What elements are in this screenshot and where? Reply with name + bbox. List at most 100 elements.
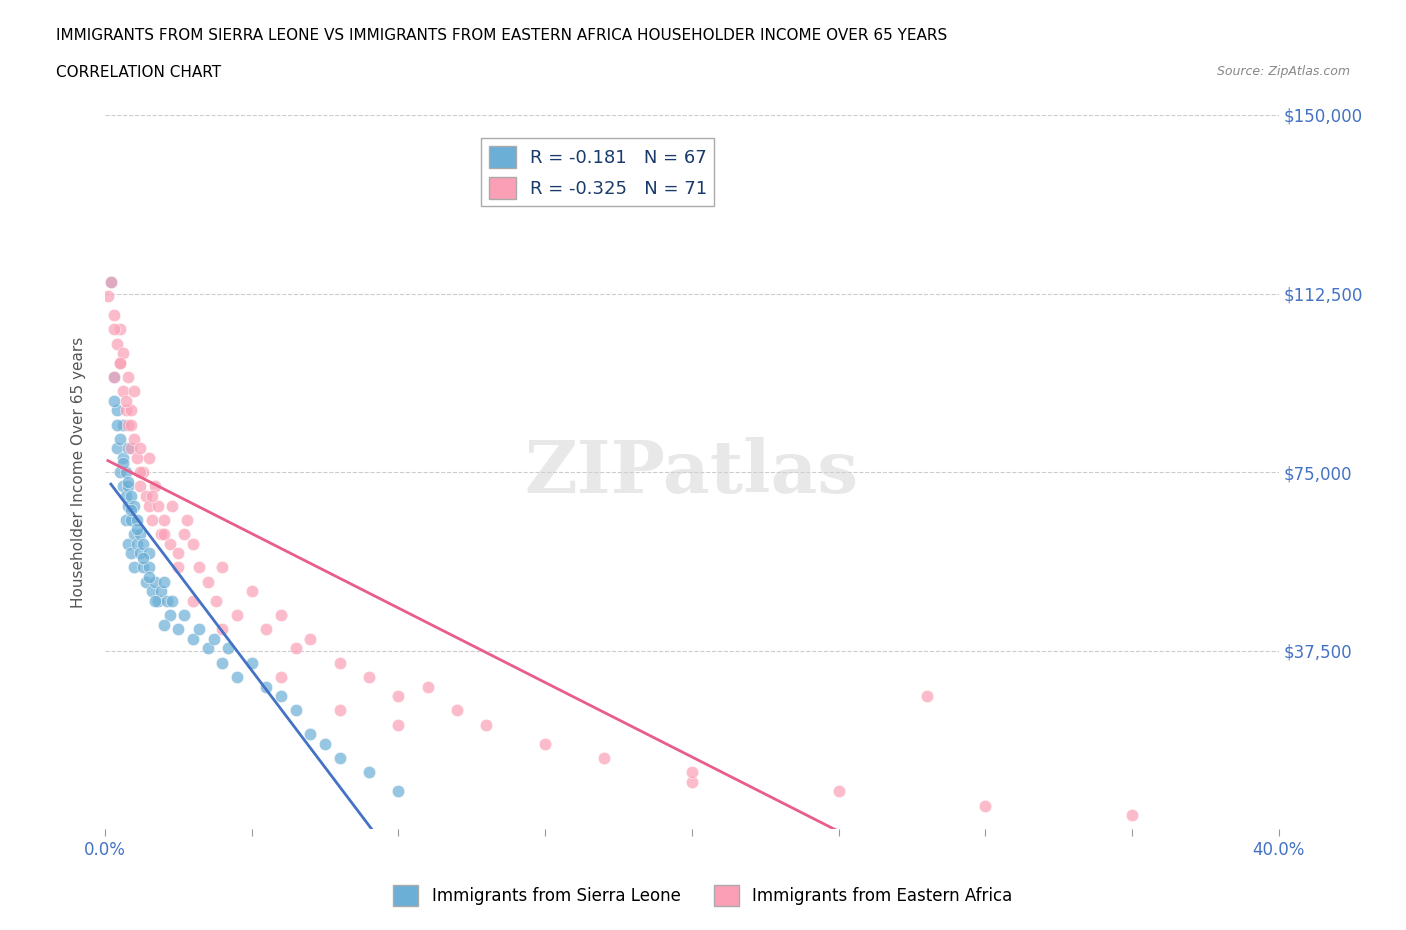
Point bbox=[141, 512, 163, 527]
Point bbox=[129, 465, 152, 480]
Point bbox=[167, 560, 190, 575]
Point bbox=[211, 560, 233, 575]
Point bbox=[127, 450, 149, 465]
Point bbox=[1121, 807, 1143, 822]
Point bbox=[534, 737, 557, 751]
Point bbox=[117, 441, 139, 456]
Point bbox=[187, 560, 209, 575]
Point bbox=[162, 498, 184, 513]
Point bbox=[114, 393, 136, 408]
Point bbox=[132, 537, 155, 551]
Point bbox=[103, 308, 125, 323]
Point bbox=[124, 432, 146, 446]
Point bbox=[120, 488, 142, 503]
Point bbox=[152, 575, 174, 590]
Point bbox=[240, 656, 263, 671]
Point bbox=[217, 641, 239, 656]
Point bbox=[446, 703, 468, 718]
Point bbox=[152, 526, 174, 541]
Point bbox=[149, 584, 172, 599]
Point bbox=[152, 618, 174, 632]
Point bbox=[187, 622, 209, 637]
Point bbox=[329, 751, 352, 765]
Point bbox=[149, 526, 172, 541]
Point bbox=[181, 593, 204, 608]
Point bbox=[181, 537, 204, 551]
Point bbox=[592, 751, 614, 765]
Point bbox=[357, 670, 380, 684]
Point bbox=[475, 717, 498, 732]
Point bbox=[240, 584, 263, 599]
Point bbox=[270, 670, 292, 684]
Point bbox=[314, 737, 336, 751]
Point bbox=[129, 441, 152, 456]
Point bbox=[114, 403, 136, 418]
Point bbox=[197, 575, 219, 590]
Point bbox=[416, 679, 439, 694]
Point bbox=[211, 622, 233, 637]
Point bbox=[167, 622, 190, 637]
Point bbox=[173, 526, 195, 541]
Point bbox=[138, 498, 160, 513]
Point bbox=[915, 688, 938, 703]
Point bbox=[100, 274, 122, 289]
Point bbox=[132, 551, 155, 565]
Point bbox=[146, 593, 169, 608]
Point bbox=[681, 764, 703, 779]
Point bbox=[146, 498, 169, 513]
Point bbox=[120, 503, 142, 518]
Point bbox=[103, 393, 125, 408]
Point bbox=[114, 488, 136, 503]
Point bbox=[681, 775, 703, 790]
Point bbox=[284, 703, 307, 718]
Point bbox=[132, 560, 155, 575]
Point bbox=[117, 474, 139, 489]
Text: CORRELATION CHART: CORRELATION CHART bbox=[56, 65, 221, 80]
Point bbox=[138, 546, 160, 561]
Point bbox=[162, 593, 184, 608]
Point bbox=[141, 584, 163, 599]
Point bbox=[114, 512, 136, 527]
Point bbox=[143, 479, 166, 494]
Point bbox=[124, 384, 146, 399]
Point bbox=[159, 607, 181, 622]
Point bbox=[114, 465, 136, 480]
Point bbox=[254, 622, 277, 637]
Point bbox=[202, 631, 225, 646]
Point bbox=[205, 593, 228, 608]
Point bbox=[299, 726, 322, 741]
Point bbox=[226, 670, 249, 684]
Y-axis label: Householder Income Over 65 years: Householder Income Over 65 years bbox=[72, 337, 86, 608]
Point bbox=[329, 703, 352, 718]
Point bbox=[108, 322, 131, 337]
Point bbox=[387, 784, 409, 799]
Point bbox=[97, 288, 120, 303]
Point bbox=[211, 656, 233, 671]
Point bbox=[120, 546, 142, 561]
Point bbox=[120, 512, 142, 527]
Point bbox=[387, 717, 409, 732]
Point bbox=[152, 512, 174, 527]
Point bbox=[127, 522, 149, 537]
Point bbox=[108, 355, 131, 370]
Point bbox=[254, 679, 277, 694]
Point bbox=[329, 656, 352, 671]
Point bbox=[120, 418, 142, 432]
Point bbox=[117, 537, 139, 551]
Point bbox=[111, 455, 134, 470]
Point bbox=[117, 479, 139, 494]
Point bbox=[135, 575, 157, 590]
Point bbox=[117, 418, 139, 432]
Text: ZIPatlas: ZIPatlas bbox=[524, 437, 859, 508]
Point bbox=[138, 569, 160, 584]
Point bbox=[117, 369, 139, 384]
Point bbox=[108, 432, 131, 446]
Point bbox=[357, 764, 380, 779]
Point bbox=[124, 498, 146, 513]
Point bbox=[284, 641, 307, 656]
Point bbox=[827, 784, 849, 799]
Point bbox=[103, 369, 125, 384]
Point bbox=[105, 441, 128, 456]
Text: Source: ZipAtlas.com: Source: ZipAtlas.com bbox=[1216, 65, 1350, 78]
Point bbox=[105, 336, 128, 351]
